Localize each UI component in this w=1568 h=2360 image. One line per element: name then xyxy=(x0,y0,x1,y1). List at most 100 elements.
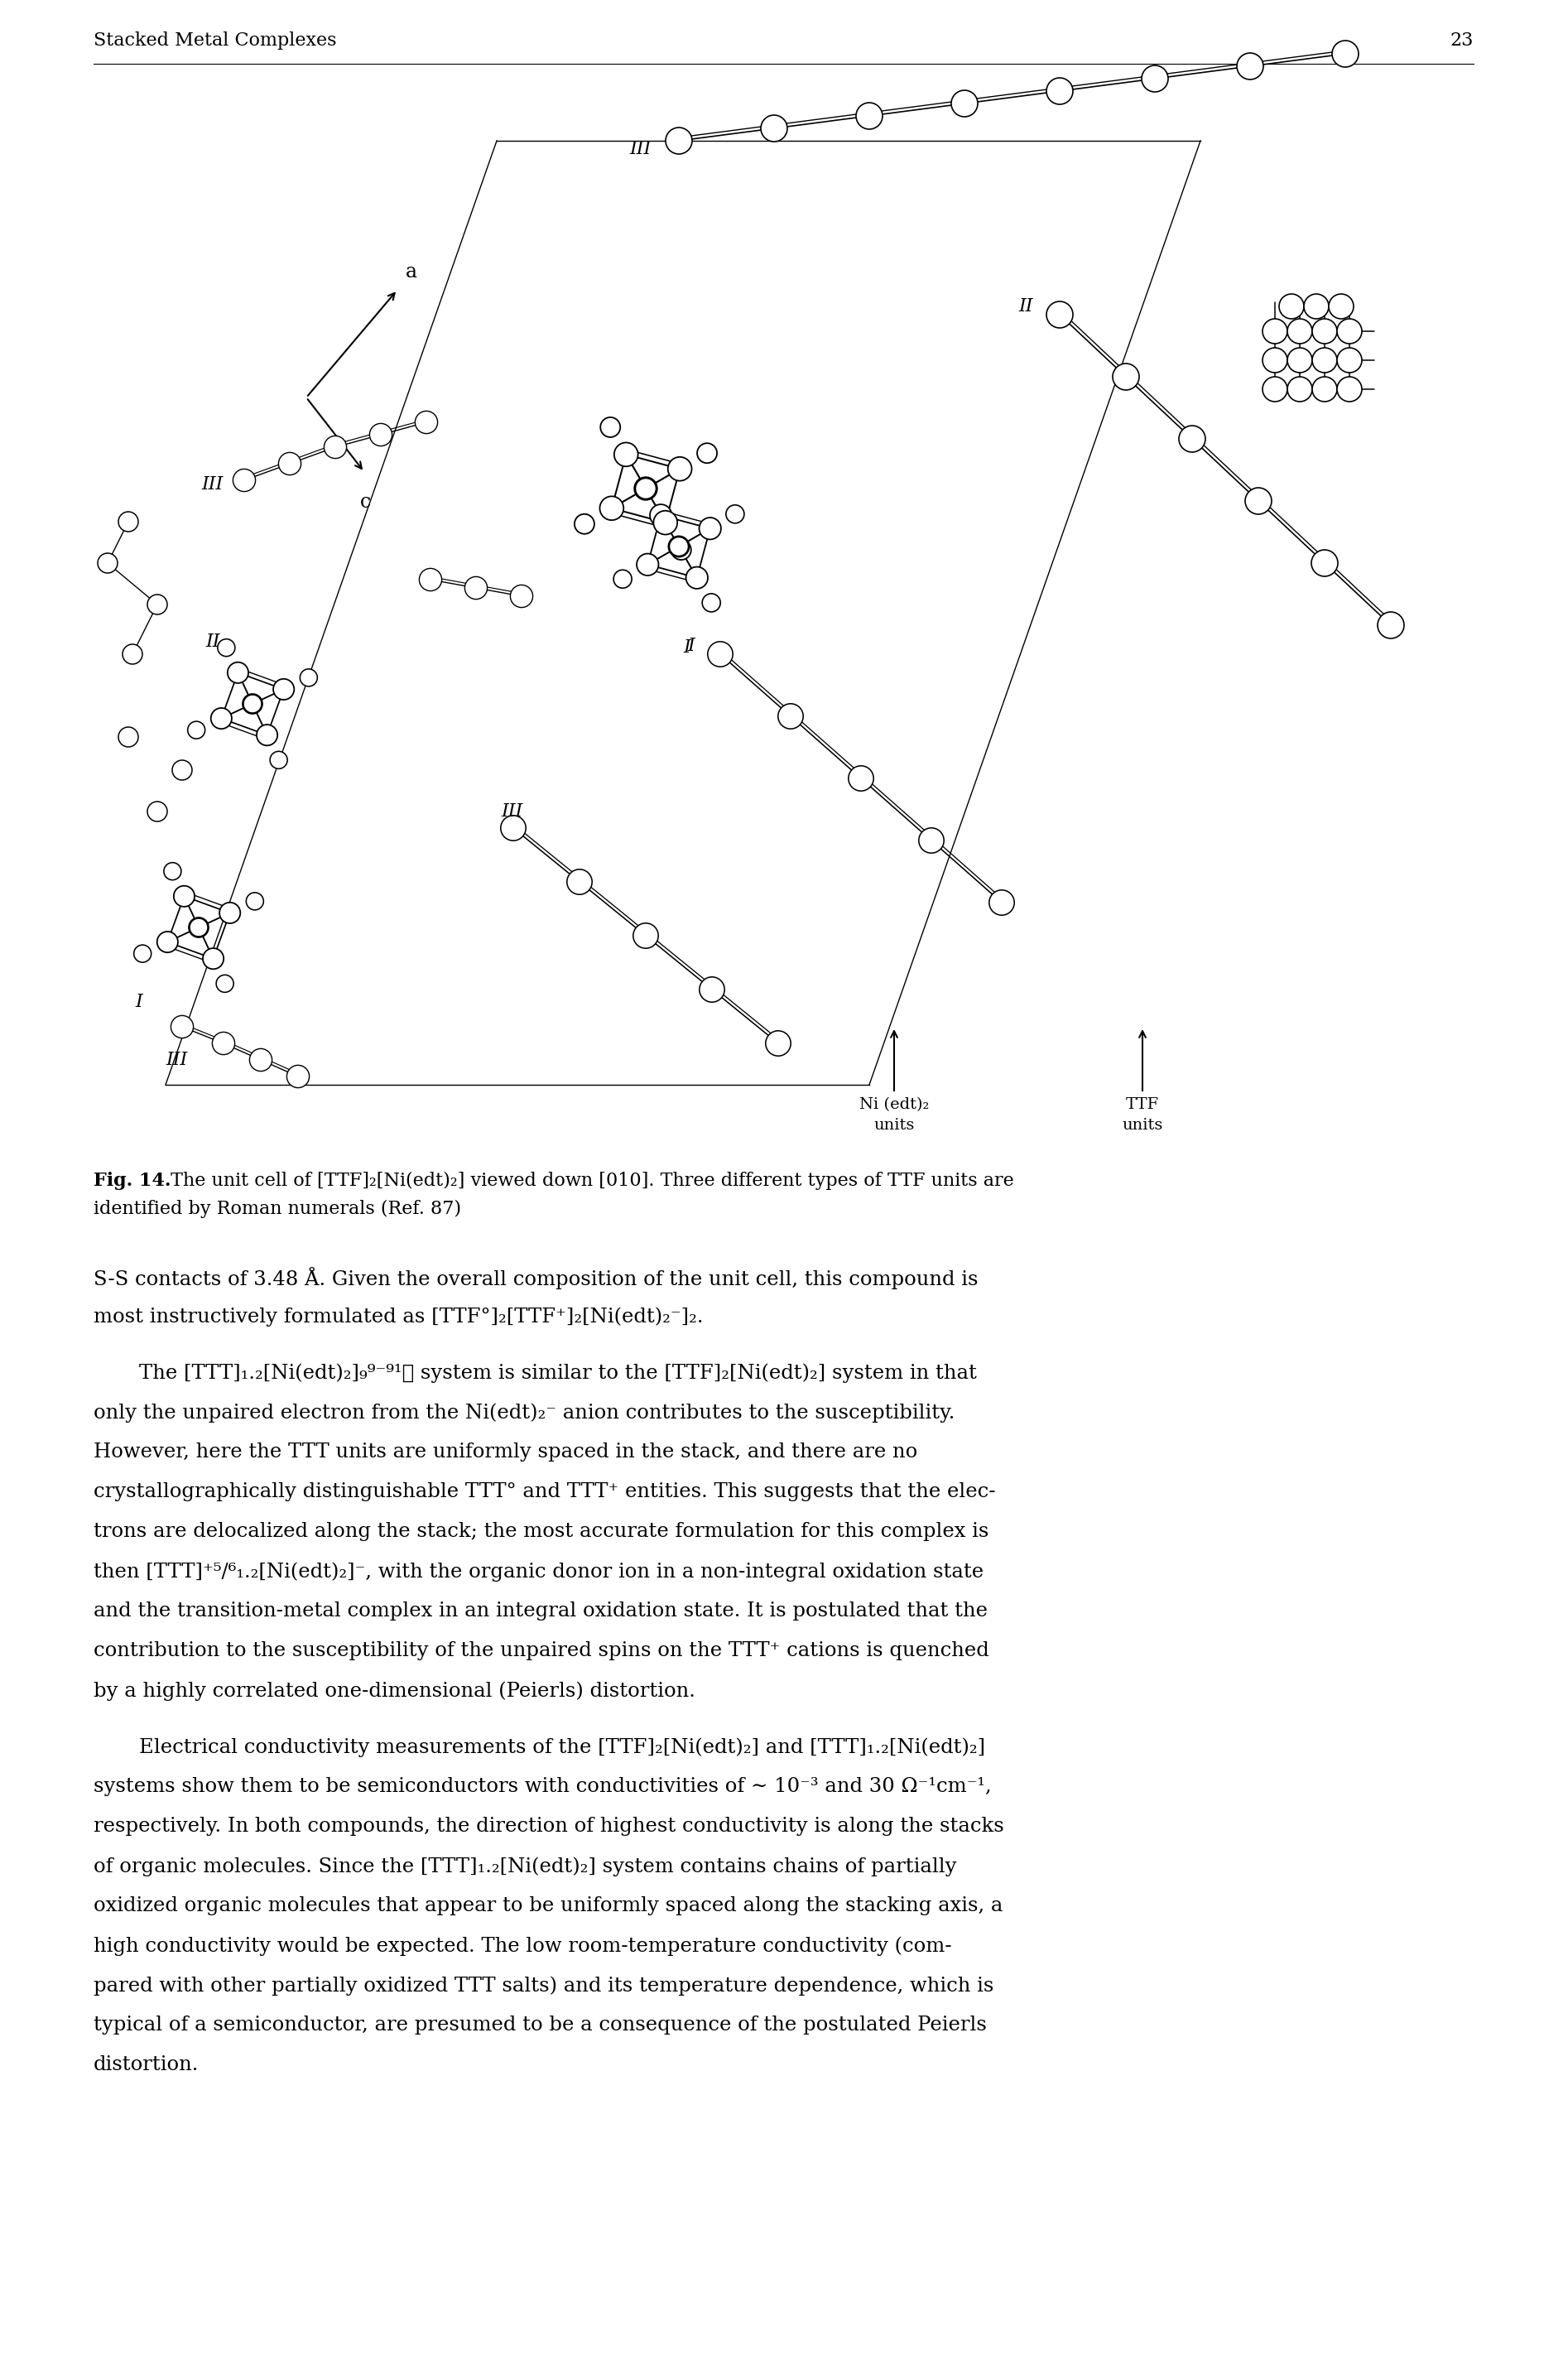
Text: The unit cell of [TTF]₂[Ni(edt)₂] viewed down [010]. Three different types of TT: The unit cell of [TTF]₂[Ni(edt)₂] viewed… xyxy=(162,1171,1014,1189)
Circle shape xyxy=(510,585,533,607)
Circle shape xyxy=(1262,347,1287,373)
Text: oxidized organic molecules that appear to be uniformly spaced along the stacking: oxidized organic molecules that appear t… xyxy=(94,1897,1004,1916)
Circle shape xyxy=(1305,295,1328,319)
Text: respectively. In both compounds, the direction of highest conductivity is along : respectively. In both compounds, the dir… xyxy=(94,1817,1004,1836)
Circle shape xyxy=(227,663,248,682)
Text: identified by Roman numerals (Ref. 87): identified by Roman numerals (Ref. 87) xyxy=(94,1199,461,1218)
Text: I: I xyxy=(684,640,690,656)
Text: III: III xyxy=(500,802,522,821)
Circle shape xyxy=(760,116,787,142)
Circle shape xyxy=(707,642,732,668)
Text: II: II xyxy=(205,632,220,651)
Text: most instructively formulated as [TTF°]₂[TTF⁺]₂[Ni(edt)₂⁻]₂.: most instructively formulated as [TTF°]₂… xyxy=(94,1307,704,1326)
Text: systems show them to be semiconductors with conductivities of ∼ 10⁻³ and 30 Ω⁻¹c: systems show them to be semiconductors w… xyxy=(94,1777,991,1796)
Circle shape xyxy=(635,477,657,500)
Circle shape xyxy=(1237,52,1264,80)
Circle shape xyxy=(613,569,632,588)
Circle shape xyxy=(163,861,182,880)
Circle shape xyxy=(147,595,168,614)
Circle shape xyxy=(919,828,944,852)
Circle shape xyxy=(246,892,263,911)
Circle shape xyxy=(122,644,143,663)
Circle shape xyxy=(1328,295,1353,319)
Circle shape xyxy=(1338,378,1363,401)
Circle shape xyxy=(568,868,593,894)
Circle shape xyxy=(243,694,262,713)
Circle shape xyxy=(279,453,301,474)
Circle shape xyxy=(699,977,724,1003)
Text: trons are delocalized along the stack; the most accurate formulation for this co: trons are delocalized along the stack; t… xyxy=(94,1522,989,1541)
Circle shape xyxy=(637,481,655,500)
Circle shape xyxy=(325,437,347,458)
Circle shape xyxy=(133,944,151,963)
Circle shape xyxy=(464,576,488,599)
Circle shape xyxy=(1312,347,1338,373)
Circle shape xyxy=(601,418,621,437)
Circle shape xyxy=(952,90,978,116)
Circle shape xyxy=(1338,319,1363,345)
Text: by a highly correlated one-dimensional (Peierls) distortion.: by a highly correlated one-dimensional (… xyxy=(94,1680,695,1702)
Text: then [TTT]⁺⁵/⁶₁.₂[Ni(edt)₂]⁻, with the organic donor ion in a non-integral oxida: then [TTT]⁺⁵/⁶₁.₂[Ni(edt)₂]⁻, with the o… xyxy=(94,1562,983,1581)
Circle shape xyxy=(1312,378,1338,401)
Circle shape xyxy=(147,802,168,821)
Circle shape xyxy=(1113,363,1140,389)
Circle shape xyxy=(1262,378,1287,401)
Circle shape xyxy=(1287,378,1312,401)
Circle shape xyxy=(157,932,177,953)
Text: TTF: TTF xyxy=(1126,1097,1159,1112)
Text: II: II xyxy=(1018,297,1033,316)
Circle shape xyxy=(665,127,691,153)
Circle shape xyxy=(1046,302,1073,328)
Text: pared with other partially oxidized TTT salts) and its temperature dependence, w: pared with other partially oxidized TTT … xyxy=(94,1975,994,1994)
Circle shape xyxy=(257,725,278,746)
Circle shape xyxy=(210,708,232,729)
Circle shape xyxy=(1338,347,1363,373)
Circle shape xyxy=(685,566,707,588)
Circle shape xyxy=(699,517,721,540)
Circle shape xyxy=(989,890,1014,916)
Circle shape xyxy=(273,680,295,701)
Circle shape xyxy=(1311,550,1338,576)
Circle shape xyxy=(778,703,803,729)
Circle shape xyxy=(702,595,720,611)
Circle shape xyxy=(419,569,442,590)
Circle shape xyxy=(190,918,209,937)
Text: The [TTT]₁.₂[Ni(edt)₂]₉⁹⁻⁹¹⧩ system is similar to the [TTF]₂[Ni(edt)₂] system in: The [TTT]₁.₂[Ni(edt)₂]₉⁹⁻⁹¹⧩ system is s… xyxy=(140,1364,977,1383)
Circle shape xyxy=(1179,425,1206,453)
Circle shape xyxy=(726,505,745,524)
Circle shape xyxy=(599,496,624,519)
Circle shape xyxy=(249,1048,271,1071)
Circle shape xyxy=(1262,319,1287,345)
Circle shape xyxy=(1245,489,1272,514)
Circle shape xyxy=(1312,319,1338,345)
Circle shape xyxy=(856,104,883,130)
Text: Stacked Metal Complexes: Stacked Metal Complexes xyxy=(94,31,337,50)
Text: distortion.: distortion. xyxy=(94,2056,199,2074)
Circle shape xyxy=(668,458,691,481)
Circle shape xyxy=(500,817,525,840)
Circle shape xyxy=(671,540,691,559)
Circle shape xyxy=(698,444,717,463)
Text: units: units xyxy=(1123,1119,1163,1133)
Circle shape xyxy=(416,411,437,434)
Text: of organic molecules. Since the [TTT]₁.₂[Ni(edt)₂] system contains chains of par: of organic molecules. Since the [TTT]₁.₂… xyxy=(94,1857,956,1876)
Circle shape xyxy=(1287,319,1312,345)
Circle shape xyxy=(172,760,191,781)
Text: units: units xyxy=(873,1119,914,1133)
Circle shape xyxy=(574,514,594,533)
Text: contribution to the susceptibility of the unpaired spins on the TTT⁺ cations is : contribution to the susceptibility of th… xyxy=(94,1640,989,1661)
Circle shape xyxy=(637,555,659,576)
Circle shape xyxy=(1046,78,1073,104)
Circle shape xyxy=(287,1064,309,1088)
Circle shape xyxy=(202,949,224,970)
Circle shape xyxy=(234,470,256,491)
Text: Ni (edt)₂: Ni (edt)₂ xyxy=(859,1097,928,1112)
Circle shape xyxy=(171,1015,193,1038)
Text: high conductivity would be expected. The low room-temperature conductivity (com-: high conductivity would be expected. The… xyxy=(94,1935,952,1956)
Text: 23: 23 xyxy=(1450,31,1474,50)
Circle shape xyxy=(633,923,659,949)
Circle shape xyxy=(1378,611,1403,640)
Text: only the unpaired electron from the Ni(edt)₂⁻ anion contributes to the susceptib: only the unpaired electron from the Ni(e… xyxy=(94,1402,955,1423)
Text: I: I xyxy=(135,994,143,1010)
Text: However, here the TTT units are uniformly spaced in the stack, and there are no: However, here the TTT units are uniforml… xyxy=(94,1442,917,1461)
